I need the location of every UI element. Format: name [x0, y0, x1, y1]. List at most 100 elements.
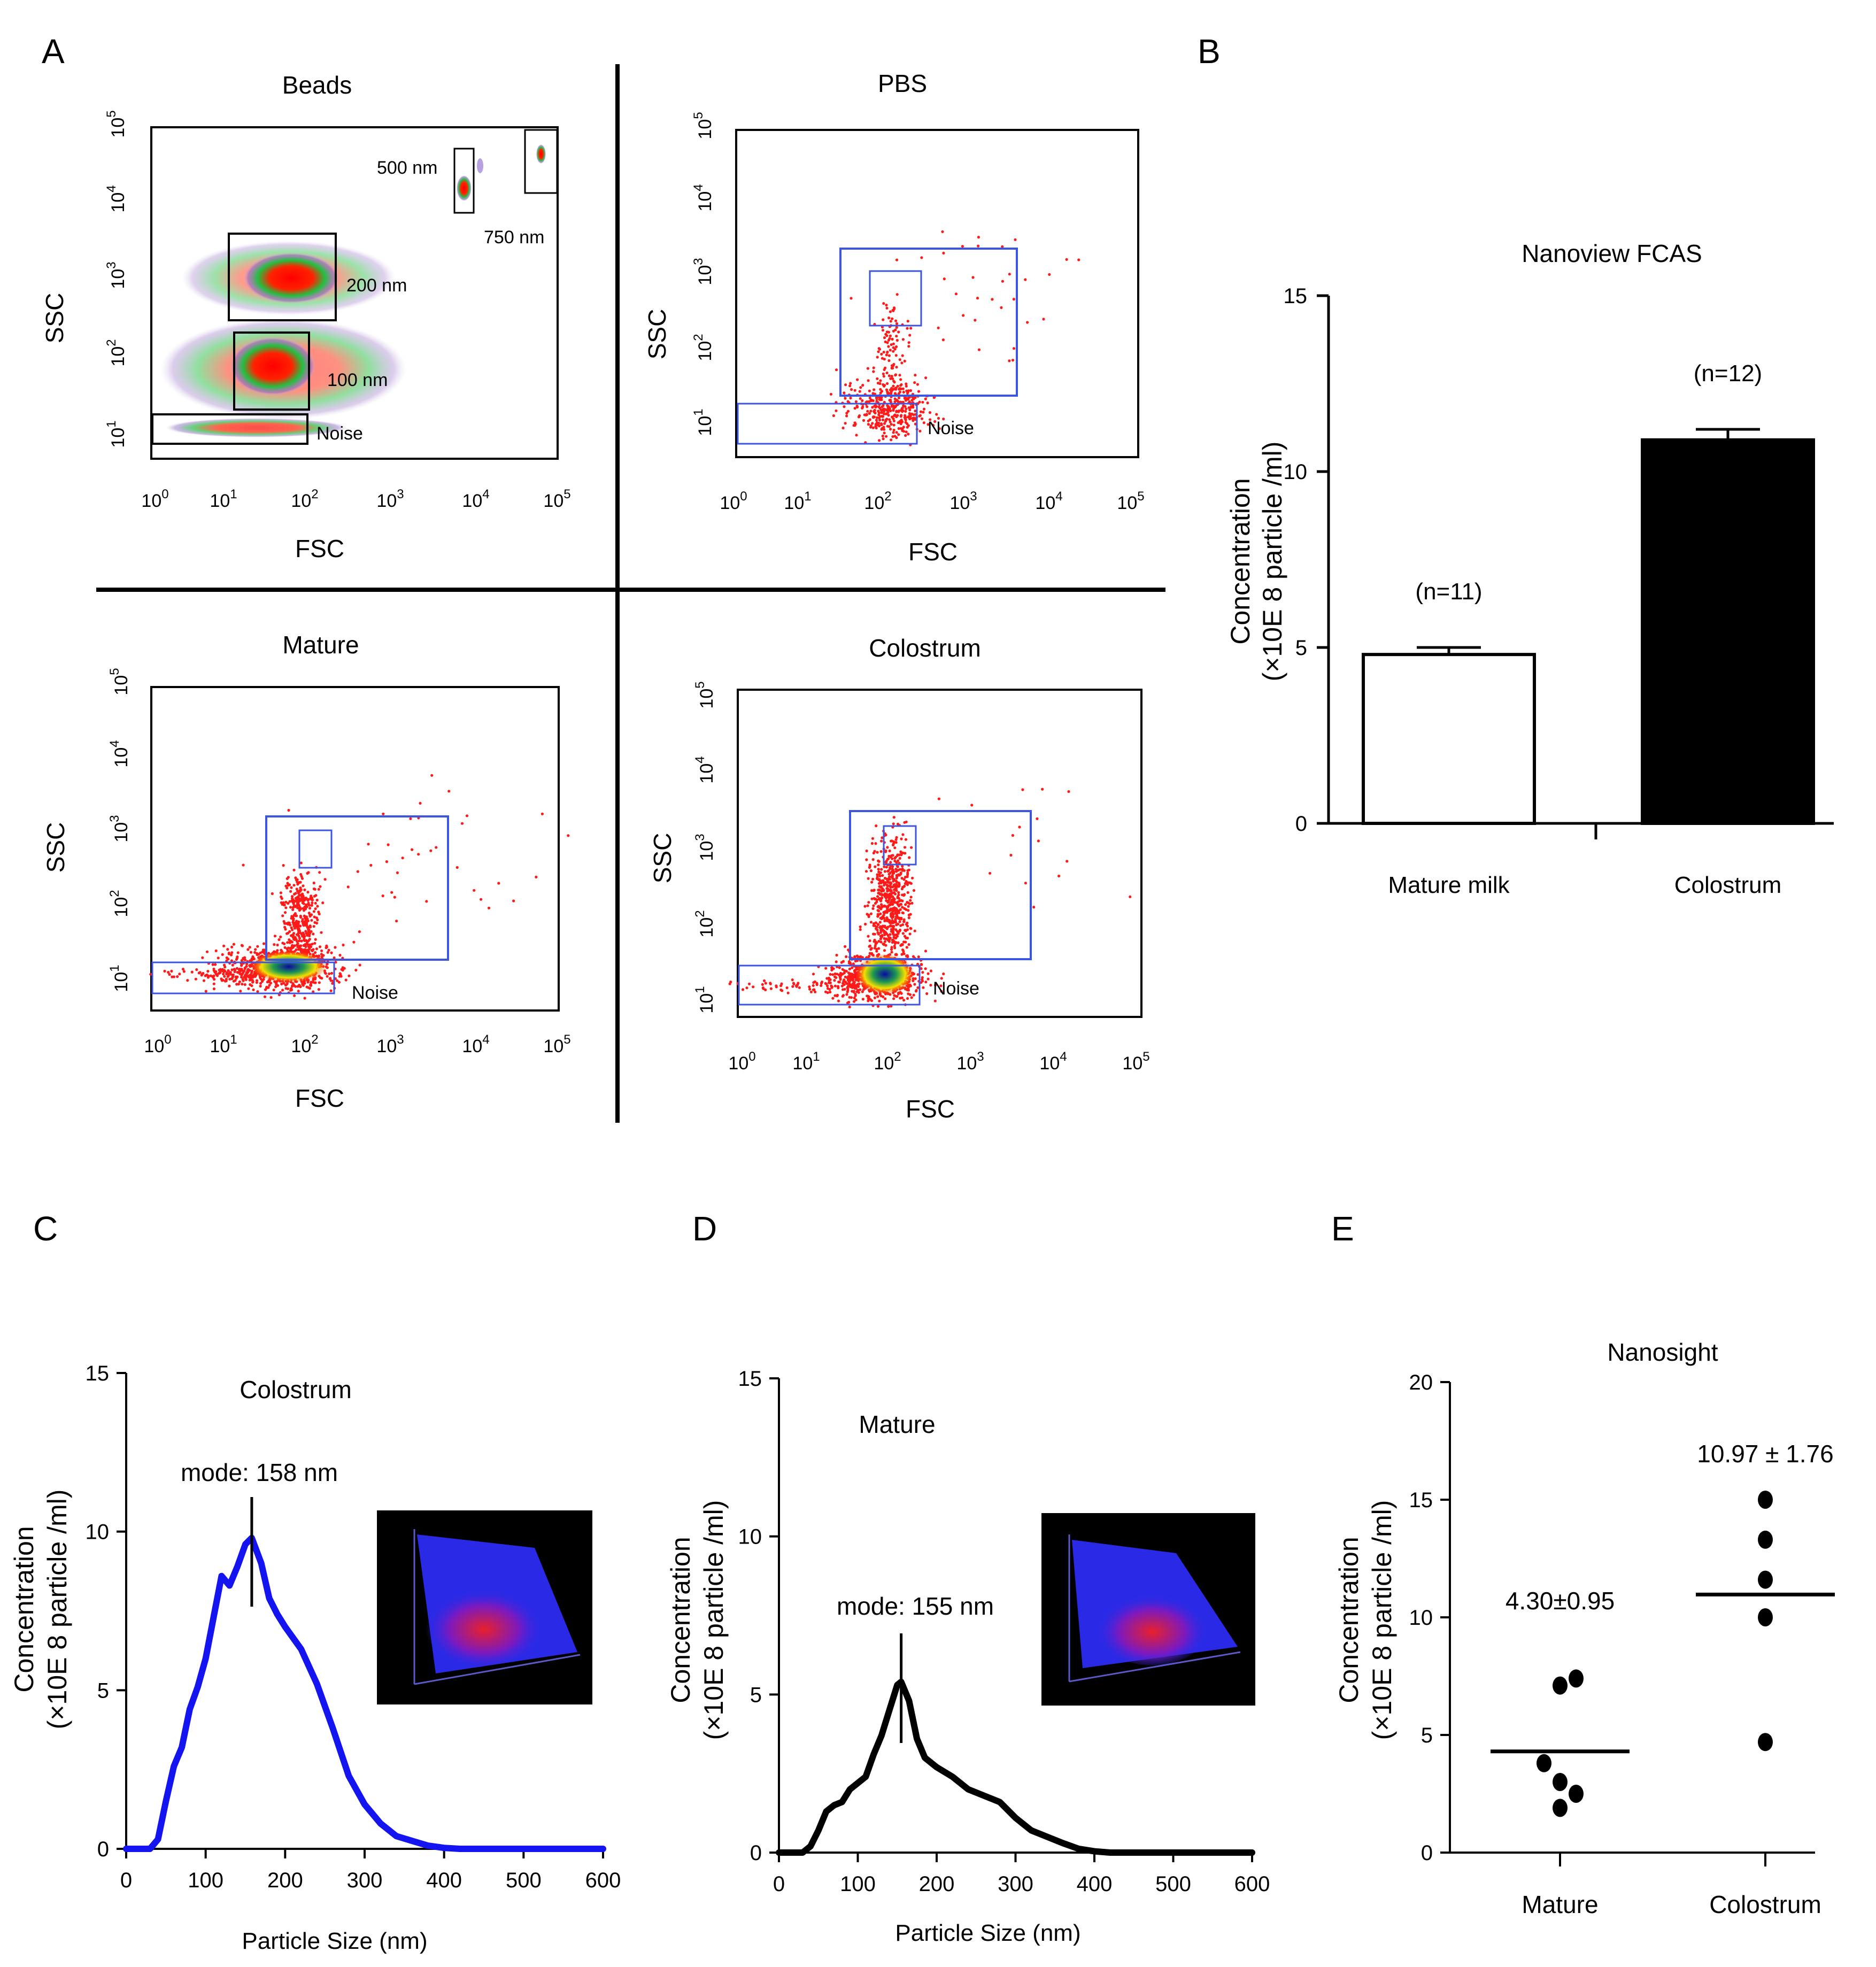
event-dot [401, 857, 404, 860]
event-dot [163, 969, 166, 973]
event-dot [867, 419, 870, 422]
event-dot [895, 870, 898, 873]
y-tick-label: 105 [104, 110, 128, 137]
event-dot [861, 383, 864, 387]
scatter-events [728, 978, 869, 994]
gate-large [839, 248, 1018, 397]
event-dot [306, 899, 310, 902]
event-dot [369, 863, 373, 867]
event-dot [889, 894, 892, 897]
event-dot [409, 817, 412, 820]
event-dot [887, 857, 890, 860]
event-dot [878, 893, 882, 896]
x-axis-label: Particle Size (nm) [242, 1928, 427, 1954]
gate-noise [737, 403, 918, 445]
event-dot [924, 950, 928, 953]
event-dot [920, 963, 923, 966]
event-dot [918, 414, 921, 418]
event-dot [847, 960, 851, 963]
event-dot [419, 801, 422, 805]
event-dot [769, 982, 772, 985]
event-dot [900, 414, 903, 417]
event-dot [902, 918, 906, 921]
event-dot [290, 886, 293, 889]
event-dot [862, 988, 865, 991]
event-dot [889, 924, 892, 927]
event-dot [318, 871, 321, 874]
event-dot [916, 986, 920, 989]
event-dot [924, 397, 927, 400]
event-dot [1024, 278, 1027, 281]
event-dot [900, 996, 904, 999]
event-dot [904, 929, 907, 932]
event-dot [304, 943, 307, 946]
panel-label-a: A [42, 32, 65, 71]
event-dot [272, 989, 275, 992]
event-dot [302, 899, 305, 902]
event-dot [833, 979, 836, 982]
event-dot [880, 411, 883, 414]
event-dot [827, 981, 831, 984]
event-dot [876, 851, 879, 854]
event-dot [843, 391, 846, 395]
event-dot [205, 950, 209, 953]
event-dot [851, 986, 854, 989]
event-dot [238, 980, 241, 983]
data-point [1758, 1608, 1773, 1626]
event-dot [897, 893, 900, 897]
event-dot [885, 435, 888, 438]
event-dot [913, 929, 916, 932]
event-dot [901, 869, 904, 872]
event-dot [1000, 306, 1003, 310]
event-dot [296, 901, 299, 904]
event-dot [902, 940, 906, 944]
event-dot [901, 865, 904, 868]
y-axis-label: Concentration [9, 1526, 39, 1692]
event-dot [831, 997, 835, 1000]
event-dot [835, 953, 838, 957]
event-dot [841, 973, 844, 976]
event-dot [905, 430, 908, 434]
event-dot [222, 944, 226, 947]
x-tick-label: 400 [1077, 1872, 1113, 1896]
event-dot [908, 418, 912, 421]
inset-intensity-image [1041, 1513, 1255, 1706]
event-dot [853, 389, 856, 392]
event-dot [894, 855, 897, 859]
event-dot [249, 951, 253, 954]
event-dot [917, 955, 920, 959]
event-dot [901, 851, 905, 854]
event-dot [1026, 321, 1029, 324]
event-dot [896, 922, 900, 925]
event-dot [852, 1000, 856, 1003]
event-dot [877, 947, 881, 950]
event-dot [874, 405, 877, 408]
event-dot [891, 941, 894, 944]
event-dot [849, 396, 852, 400]
density-core [250, 951, 327, 983]
chart-title: Mature [859, 1410, 935, 1438]
event-dot [808, 985, 811, 989]
event-dot [887, 904, 890, 907]
event-dot [336, 979, 339, 982]
event-dot [902, 426, 905, 429]
event-dot [940, 990, 943, 993]
event-dot [217, 956, 220, 960]
event-dot [315, 898, 319, 902]
event-dot [898, 920, 901, 923]
event-dot [876, 995, 879, 998]
event-dot [243, 969, 246, 973]
event-dot [886, 392, 890, 395]
event-dot [769, 987, 773, 990]
event-dot [290, 934, 293, 937]
event-dot [899, 427, 902, 430]
event-dot [1018, 826, 1021, 829]
event-dot [316, 905, 319, 908]
event-dot [284, 884, 288, 888]
event-dot [308, 925, 312, 929]
event-dot [894, 868, 898, 871]
event-dot [876, 875, 879, 878]
event-dot [176, 975, 179, 978]
event-dot [855, 404, 859, 408]
event-dot [929, 418, 932, 421]
